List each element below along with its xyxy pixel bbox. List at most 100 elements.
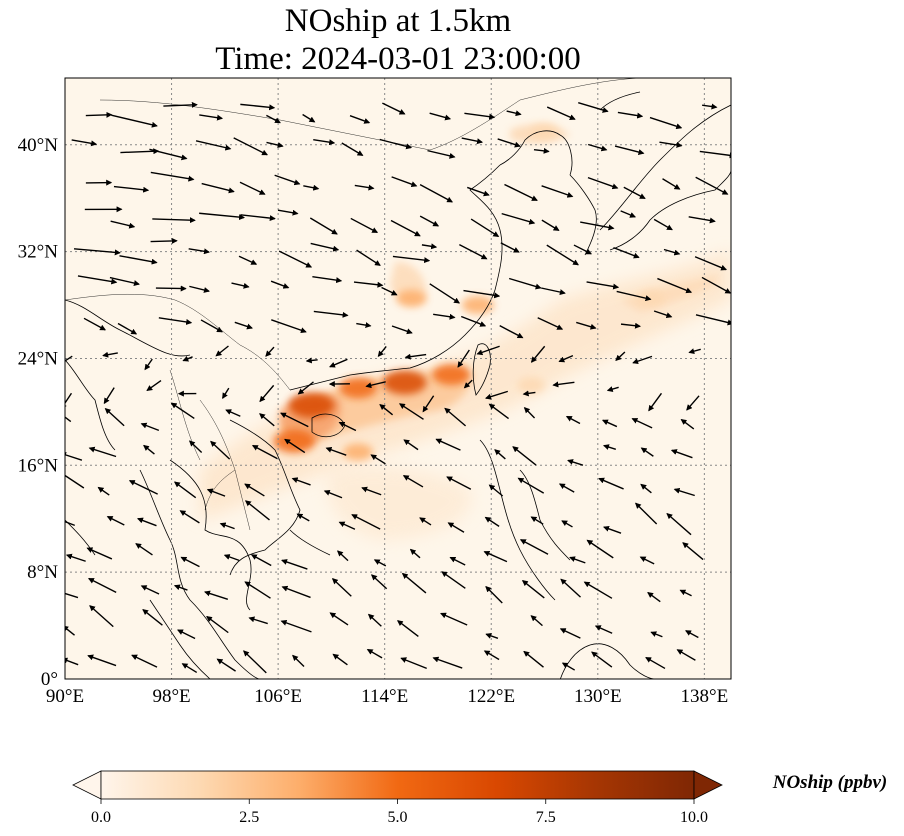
wind-arrow: [522, 390, 536, 397]
wind-arrow: [695, 314, 731, 326]
wind-arrow: [460, 315, 487, 327]
wind-arrow: [422, 395, 435, 413]
wind-arrow: [653, 310, 673, 319]
wind-arrow: [302, 113, 316, 123]
wind-arrow: [65, 657, 79, 666]
wind-arrow: [591, 651, 613, 668]
wind-arrow: [631, 418, 653, 429]
wind-arrow: [200, 319, 223, 333]
wind-arrow: [523, 407, 536, 419]
wind-arrow: [155, 285, 187, 292]
wind-arrow: [598, 477, 624, 490]
wind-arrow: [659, 141, 683, 148]
wind-arrow: [206, 488, 226, 497]
wind-arrow: [537, 317, 564, 330]
wind-arrow: [382, 102, 406, 115]
wind-arrow: [325, 446, 347, 456]
wind-arrow: [615, 351, 626, 361]
wind-arrow: [65, 474, 85, 489]
wind-arrow: [396, 620, 419, 638]
wind-arrow: [332, 653, 348, 666]
wind-arrow: [461, 137, 484, 145]
wind-arrow: [558, 483, 575, 493]
wind-arrow: [251, 444, 278, 460]
hotspot-2: [382, 370, 427, 395]
wind-arrow: [233, 137, 268, 156]
wind-arrow: [373, 559, 387, 567]
wind-arrow: [367, 613, 382, 627]
wind-arrow: [182, 355, 193, 362]
wind-arrow: [280, 619, 312, 633]
wind-arrow: [189, 285, 210, 293]
wind-arrow: [613, 246, 640, 259]
wind-arrow: [204, 590, 229, 601]
wind-arrow: [146, 380, 162, 391]
colorbar-max-extension: [693, 770, 723, 800]
wind-arrow: [403, 439, 419, 451]
wind-arrow: [494, 449, 506, 460]
wind-arrow: [512, 446, 537, 466]
wind-arrow: [354, 184, 375, 191]
wind-arrow: [188, 440, 203, 454]
wind-arrow: [459, 244, 488, 260]
wind-arrow: [210, 440, 231, 460]
wind-arrow: [429, 283, 460, 304]
wind-arrow: [670, 449, 693, 459]
wind-arrow: [377, 345, 387, 358]
wind-arrow: [506, 110, 522, 117]
wind-arrow: [586, 539, 614, 559]
map-frame: [64, 77, 732, 680]
wind-arrow: [463, 379, 473, 389]
wind-arrow: [476, 345, 500, 356]
wind-arrow: [223, 554, 240, 562]
wind-arrow: [303, 184, 320, 191]
wind-arrow: [199, 114, 224, 121]
wind-arrow: [649, 116, 683, 130]
south-china-sea-plume: [327, 466, 472, 540]
wind-arrow: [463, 289, 501, 299]
wind-arrow: [222, 387, 230, 399]
wind-arrow: [365, 381, 386, 389]
wind-arrow: [614, 145, 645, 155]
wind-arrow: [331, 578, 352, 597]
lat-tick-label: 0°: [41, 669, 58, 690]
wind-arrow: [65, 416, 72, 423]
wind-arrow: [523, 650, 544, 668]
wind-arrow: [238, 255, 258, 265]
wind-arrow: [470, 218, 500, 238]
wind-arrow: [310, 242, 340, 252]
wind-arrow: [206, 615, 229, 634]
wind-vectors: [65, 101, 731, 674]
hotspot-7: [530, 123, 559, 140]
lon-tick-label: 106°E: [254, 686, 302, 707]
wind-arrow: [567, 459, 584, 466]
wind-arrow: [143, 444, 155, 455]
wind-arrow: [85, 111, 113, 118]
wind-arrow: [128, 480, 158, 495]
wind-arrow: [158, 317, 193, 325]
wind-arrow: [400, 657, 427, 670]
wind-arrow: [291, 477, 311, 486]
wind-arrow: [248, 616, 268, 625]
wind-arrow: [499, 325, 524, 339]
wind-arrow: [419, 517, 432, 526]
wind-arrow: [647, 591, 661, 603]
wind-arrow: [113, 185, 150, 193]
wind-arrow: [341, 142, 364, 156]
wind-arrow: [144, 358, 153, 371]
wind-arrow: [313, 310, 349, 318]
wind-arrow: [603, 525, 622, 534]
wind-arrow: [676, 649, 696, 661]
wind-arrow: [86, 547, 113, 560]
colorbar-tick-label: 10.0: [680, 809, 708, 826]
hotspot-6: [396, 289, 427, 307]
wind-arrow: [244, 483, 265, 497]
wind-arrow: [569, 556, 586, 564]
wind-arrow: [309, 217, 338, 235]
wind-arrow: [488, 403, 510, 420]
wind-arrow: [561, 520, 573, 528]
wind-arrow: [488, 484, 504, 497]
wind-arrow: [370, 454, 386, 465]
wind-arrow: [449, 556, 466, 566]
wind-arrow: [391, 325, 413, 335]
